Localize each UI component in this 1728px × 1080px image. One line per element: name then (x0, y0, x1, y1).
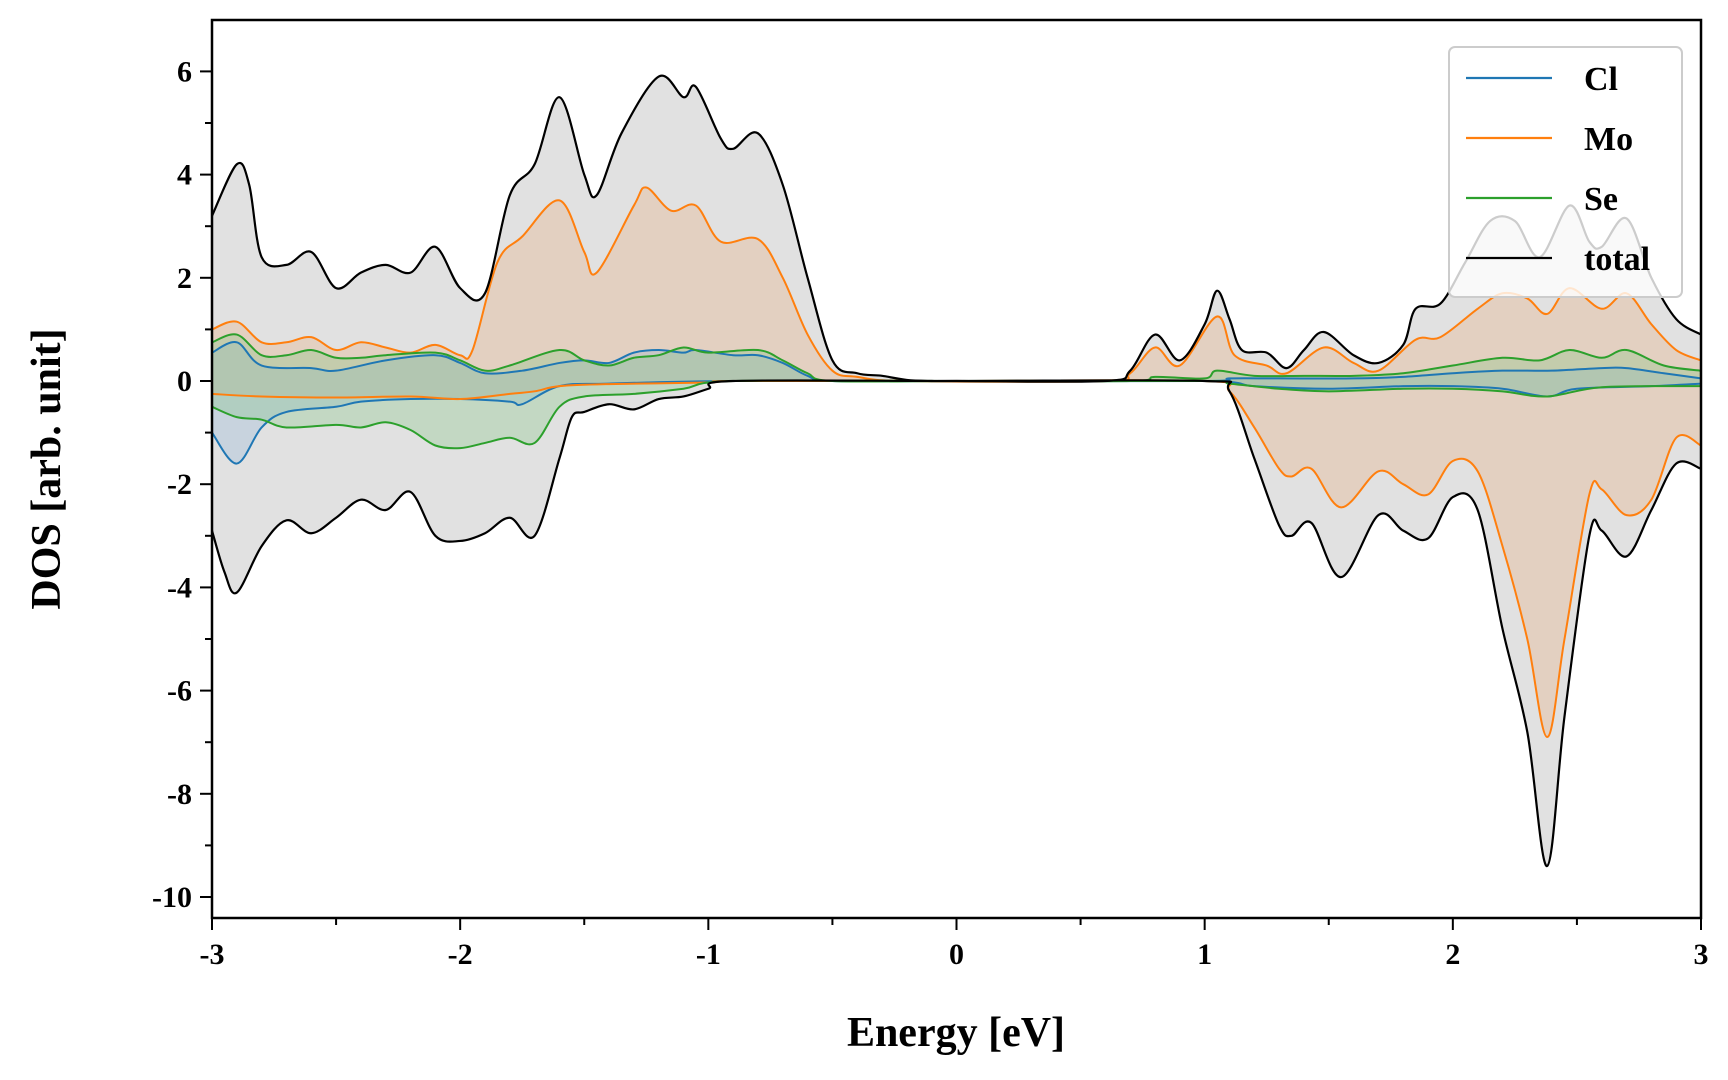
fill-se-up (212, 334, 1701, 382)
line-mo-down (211, 379, 1702, 739)
line-se-down (211, 379, 1702, 450)
fill-total-down (212, 380, 1701, 867)
y-axis-label: DOS [arb. unit] (24, 328, 70, 609)
y-tick-label: 0 (177, 365, 192, 398)
y-tick-label: -2 (167, 468, 192, 501)
y-tick-label: 2 (177, 262, 192, 295)
x-tick-label: 3 (1694, 938, 1709, 971)
y-tick-label: 4 (177, 159, 192, 192)
x-tick-label: 0 (949, 938, 964, 971)
legend-box (1448, 46, 1683, 298)
y-tick-label: -10 (152, 881, 192, 914)
y-tick-label: -8 (167, 778, 192, 811)
legend-label-se: Se (1584, 181, 1618, 218)
y-axis: -10 -8 -6 -4 -2 0 2 4 6 (152, 55, 212, 914)
dos-fills (212, 75, 1701, 867)
x-axis-label: Energy [eV] (847, 1010, 1065, 1056)
fill-cl-down (212, 380, 1701, 464)
legend-label-cl: Cl (1584, 61, 1618, 98)
x-tick-label: 1 (1197, 938, 1212, 971)
fill-total-up (212, 75, 1701, 382)
line-mo-up (211, 186, 1702, 383)
line-cl-up (211, 341, 1702, 383)
line-total-down (210, 379, 1702, 868)
fill-se-down (212, 380, 1701, 449)
legend: Cl Mo Se total (1448, 46, 1683, 298)
y-tick-label: -6 (167, 675, 192, 708)
fill-cl-up (212, 342, 1701, 382)
dos-lines (210, 74, 1702, 868)
x-axis: -3 -2 -1 0 1 2 3 (200, 918, 1709, 971)
y-tick-label: 6 (177, 55, 192, 88)
x-tick-label: -1 (696, 938, 721, 971)
x-tick-label: -3 (200, 938, 225, 971)
legend-label-total: total (1584, 241, 1650, 278)
y-tick-label: -4 (167, 571, 192, 604)
line-se-up (211, 333, 1702, 383)
x-tick-label: 2 (1445, 938, 1460, 971)
fill-mo-up (212, 187, 1701, 382)
x-tick-label: -2 (448, 938, 473, 971)
fill-mo-down (212, 380, 1701, 738)
legend-label-mo: Mo (1584, 121, 1633, 158)
